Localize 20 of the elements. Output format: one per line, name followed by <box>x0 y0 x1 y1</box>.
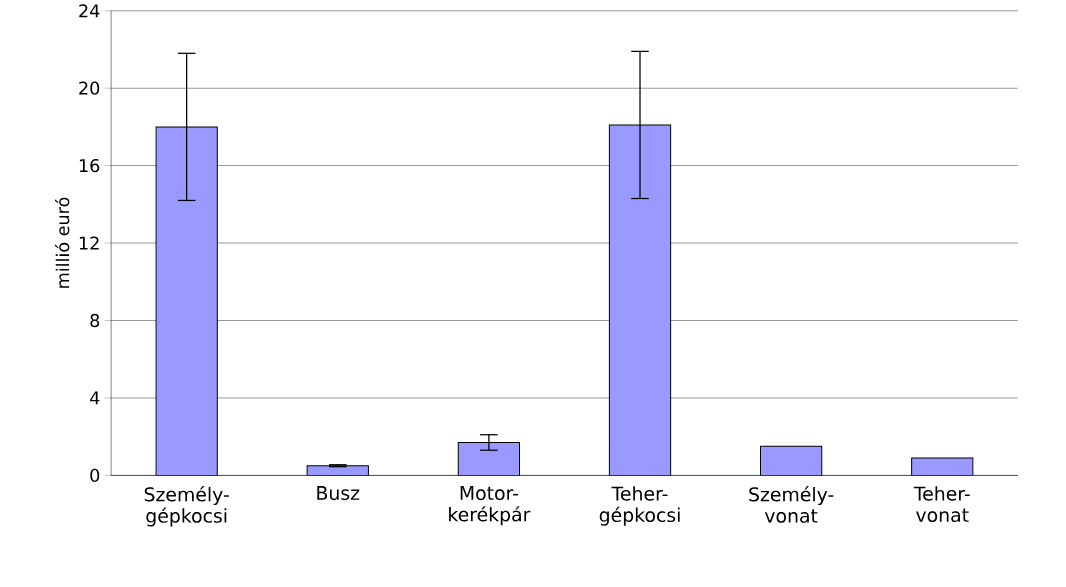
y-tick-label: 16 <box>79 158 100 173</box>
x-tick-label: Teher-gépkocsi <box>599 486 680 526</box>
x-tick-label: Személy-gépkocsi <box>144 486 229 527</box>
bar <box>155 126 218 476</box>
bar <box>457 441 521 476</box>
bar <box>608 124 672 476</box>
y-axis-title: millió euró <box>55 197 70 288</box>
x-tick-label: Motor-kerékpár <box>449 486 531 526</box>
y-tick-label: 0 <box>90 468 100 482</box>
y-tick-label: 8 <box>90 313 100 328</box>
y-tick-label: 24 <box>79 4 100 18</box>
y-tick-label: 12 <box>79 236 99 250</box>
bar <box>760 445 823 476</box>
y-tick-label: 4 <box>90 391 100 405</box>
x-tick-label: Személy-vonat <box>749 486 834 523</box>
bar <box>911 457 974 476</box>
x-tick-label: Busz <box>317 486 360 501</box>
bar <box>307 465 369 476</box>
y-tick-label: 20 <box>79 81 100 95</box>
x-tick-label: Teher-vonat <box>913 486 970 522</box>
